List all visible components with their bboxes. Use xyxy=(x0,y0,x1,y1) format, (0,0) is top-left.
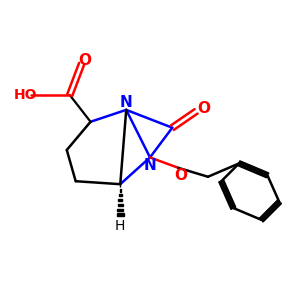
Polygon shape xyxy=(120,189,121,191)
Text: O: O xyxy=(175,168,188,183)
Text: O: O xyxy=(78,53,91,68)
Polygon shape xyxy=(118,204,123,206)
Polygon shape xyxy=(117,214,124,216)
Text: O: O xyxy=(197,101,210,116)
Polygon shape xyxy=(118,199,122,201)
Polygon shape xyxy=(119,194,122,196)
Text: HO: HO xyxy=(14,88,38,102)
Polygon shape xyxy=(117,208,123,211)
Text: N: N xyxy=(120,95,133,110)
Text: H: H xyxy=(115,219,125,233)
Text: N: N xyxy=(144,158,156,173)
